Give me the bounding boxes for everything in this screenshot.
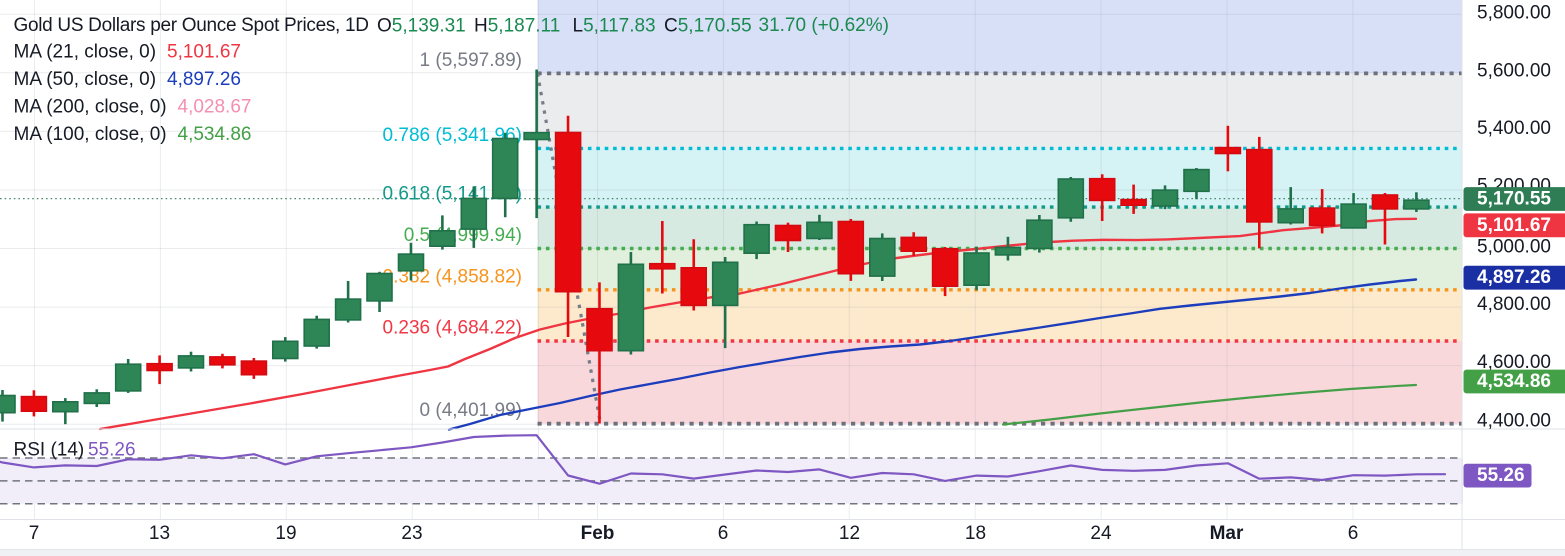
svg-text:24: 24 (1090, 523, 1112, 544)
svg-text:Feb: Feb (581, 523, 615, 544)
svg-text:4,897.26: 4,897.26 (167, 69, 241, 90)
svg-text:6: 6 (718, 523, 729, 544)
svg-text:23: 23 (401, 523, 422, 544)
svg-text:L5,117.83: L5,117.83 (573, 15, 656, 36)
svg-text:MA (21, close, 0): MA (21, close, 0) (14, 42, 157, 63)
svg-text:5,101.67: 5,101.67 (167, 42, 241, 63)
svg-text:1 (5,597.89): 1 (5,597.89) (420, 50, 522, 71)
svg-text:31.70 (+0.62%): 31.70 (+0.62%) (759, 15, 889, 36)
svg-text:Gold US Dollars per Ounce Spot: Gold US Dollars per Ounce Spot Prices, 1… (14, 15, 369, 36)
svg-text:5,101.67: 5,101.67 (1477, 215, 1551, 236)
svg-text:5,400.00: 5,400.00 (1477, 118, 1551, 139)
svg-text:0.618 (5,141.05): 0.618 (5,141.05) (383, 184, 522, 205)
svg-text:RSI (14): RSI (14) (14, 440, 85, 461)
svg-text:C5,170.55: C5,170.55 (664, 15, 752, 36)
svg-text:7: 7 (29, 523, 40, 544)
svg-text:5,000.00: 5,000.00 (1477, 237, 1551, 258)
svg-text:6: 6 (1348, 523, 1359, 544)
svg-text:4,400.00: 4,400.00 (1477, 411, 1551, 432)
svg-text:18: 18 (965, 523, 986, 544)
svg-text:H5,187.11: H5,187.11 (474, 15, 560, 36)
svg-text:12: 12 (839, 523, 860, 544)
svg-text:0.786 (5,341.96): 0.786 (5,341.96) (383, 125, 522, 146)
svg-text:O5,139.31: O5,139.31 (377, 15, 466, 36)
svg-text:MA (200, close, 0): MA (200, close, 0) (14, 97, 167, 118)
svg-text:MA (100, close, 0): MA (100, close, 0) (14, 124, 167, 145)
svg-text:4,534.86: 4,534.86 (1477, 371, 1551, 392)
svg-text:55.26: 55.26 (88, 440, 136, 461)
svg-text:MA (50, close, 0): MA (50, close, 0) (14, 69, 157, 90)
svg-text:4,600.00: 4,600.00 (1477, 352, 1551, 373)
svg-text:0.236 (4,684.22): 0.236 (4,684.22) (383, 318, 522, 339)
svg-text:5,600.00: 5,600.00 (1477, 61, 1551, 82)
svg-text:5,800.00: 5,800.00 (1477, 3, 1551, 24)
svg-text:5,170.55: 5,170.55 (1477, 189, 1551, 210)
svg-text:0 (4,401.99): 0 (4,401.99) (420, 400, 522, 421)
svg-text:4,028.67: 4,028.67 (178, 97, 252, 118)
svg-text:Mar: Mar (1210, 523, 1244, 544)
svg-text:4,897.26: 4,897.26 (1477, 267, 1551, 288)
svg-text:55.26: 55.26 (1477, 465, 1525, 486)
svg-text:19: 19 (275, 523, 296, 544)
svg-text:13: 13 (149, 523, 170, 544)
svg-text:4,534.86: 4,534.86 (178, 124, 252, 145)
svg-text:4,800.00: 4,800.00 (1477, 294, 1551, 315)
